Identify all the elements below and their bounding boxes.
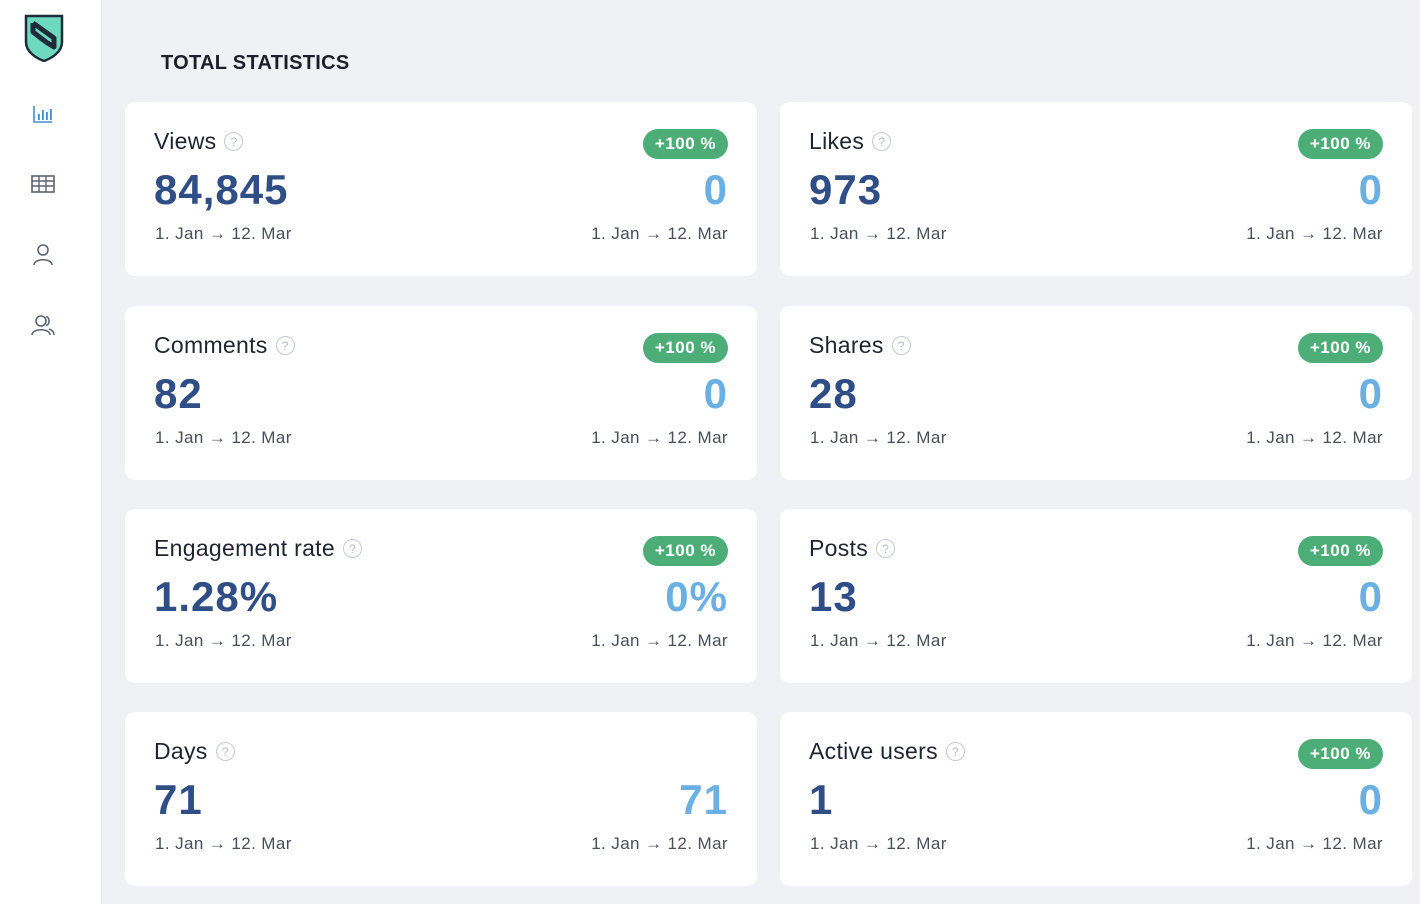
help-icon[interactable]: ? — [945, 742, 965, 761]
date-range: 1. Jan → 12. Mar — [155, 428, 292, 447]
shield-logo[interactable] — [24, 14, 64, 63]
stat-label: Days — [154, 738, 208, 764]
help-icon[interactable]: ? — [224, 132, 244, 151]
stat-value: 1.28% — [154, 573, 279, 620]
stat-label-row: Likes? — [809, 128, 892, 155]
date-range: 1. Jan → 12. Mar — [155, 834, 292, 853]
stat-compare-value: 0 — [1358, 573, 1383, 620]
stat-value: 28 — [809, 370, 858, 417]
help-icon[interactable]: ? — [215, 742, 235, 761]
stat-label: Views — [154, 128, 217, 154]
stat-label-row: Views? — [154, 128, 244, 155]
date-range: 1. Jan → 12. Mar — [810, 224, 947, 243]
sidebar-item-users[interactable] — [29, 311, 57, 339]
date-range: 1. Jan → 12. Mar — [155, 631, 292, 650]
date-range: 1. Jan → 12. Mar — [810, 834, 947, 853]
compare-date-range: 1. Jan → 12. Mar — [591, 834, 728, 853]
stat-card: Days? 71 71 1. Jan → 12. Mar 1. Jan → 12. Ma… — [125, 712, 757, 886]
stat-compare-value: 0 — [1358, 776, 1383, 823]
stat-label: Shares — [809, 332, 884, 358]
compare-date-range: 1. Jan → 12. Mar — [591, 631, 728, 650]
stat-compare-value: 0 — [1358, 166, 1383, 213]
stat-label: Active users — [809, 738, 938, 764]
compare-date-range: 1. Jan → 12. Mar — [1246, 224, 1383, 243]
stat-card: Likes? +100 % 973 0 1. Jan → 12. Mar 1. Jan →… — [780, 102, 1412, 276]
change-badge: +100 % — [642, 333, 728, 363]
stat-card: Shares? +100 % 28 0 1. Jan → 12. Mar 1. Jan →… — [780, 306, 1412, 480]
date-range: 1. Jan → 12. Mar — [155, 224, 292, 243]
sidebar-item-statistics[interactable] — [29, 100, 57, 128]
stat-compare-value: 0 — [703, 370, 728, 417]
stat-value: 71 — [154, 776, 203, 823]
table-icon — [31, 175, 55, 193]
help-icon[interactable]: ? — [342, 539, 362, 558]
stat-compare-value: 0 — [1358, 370, 1383, 417]
stat-label: Comments — [154, 332, 268, 358]
stat-label-row: Comments? — [154, 332, 295, 359]
stat-card: Active users? +100 % 1 0 1. Jan → 12. Mar 1. … — [780, 712, 1412, 886]
compare-date-range: 1. Jan → 12. Mar — [1246, 428, 1383, 447]
stat-value: 13 — [809, 573, 858, 620]
stat-label-row: Engagement rate? — [154, 535, 362, 562]
chart-icon — [33, 106, 52, 123]
change-badge: +100 % — [1297, 333, 1383, 363]
compare-date-range: 1. Jan → 12. Mar — [591, 224, 728, 243]
stat-compare-value: 0 — [703, 166, 728, 213]
stat-label: Engagement rate — [154, 535, 335, 561]
compare-date-range: 1. Jan → 12. Mar — [1246, 631, 1383, 650]
sidebar — [0, 0, 102, 904]
stat-label-row: Days? — [154, 738, 235, 765]
change-badge: +100 % — [1297, 129, 1383, 159]
stat-value: 82 — [154, 370, 203, 417]
compare-date-range: 1. Jan → 12. Mar — [1246, 834, 1383, 853]
help-icon[interactable]: ? — [891, 336, 911, 355]
stat-label-row: Posts? — [809, 535, 896, 562]
page-title: TOTAL STATISTICS — [161, 52, 350, 74]
stat-value: 84,845 — [154, 166, 289, 213]
stat-label: Posts — [809, 535, 869, 561]
stat-value: 1 — [809, 776, 834, 823]
help-icon[interactable]: ? — [872, 132, 892, 151]
stat-label-row: Shares? — [809, 332, 911, 359]
change-badge: +100 % — [642, 129, 728, 159]
change-badge: +100 % — [642, 536, 728, 566]
users-icon — [31, 315, 55, 336]
main-content: TOTAL STATISTICS Views? +100 % 84,845 0 1. J… — [102, 0, 1420, 904]
help-icon[interactable]: ? — [275, 336, 295, 355]
stat-card: Comments? +100 % 82 0 1. Jan → 12. Mar 1. Jan… — [125, 306, 757, 480]
date-range: 1. Jan → 12. Mar — [810, 428, 947, 447]
sidebar-item-user[interactable] — [29, 241, 57, 269]
stat-card: Views? +100 % 84,845 0 1. Jan → 12. Mar 1. Ja… — [125, 102, 757, 276]
help-icon[interactable]: ? — [876, 539, 896, 558]
stat-compare-value: 0% — [665, 573, 728, 620]
stat-card: Engagement rate? +100 % 1.28% 0% 1. Jan → 12… — [125, 509, 757, 683]
change-badge: +100 % — [1297, 536, 1383, 566]
user-icon — [33, 244, 53, 266]
date-range: 1. Jan → 12. Mar — [810, 631, 947, 650]
stat-value: 973 — [809, 166, 883, 213]
change-badge: +100 % — [1297, 739, 1383, 769]
compare-date-range: 1. Jan → 12. Mar — [591, 428, 728, 447]
sidebar-item-table[interactable] — [29, 170, 57, 198]
stat-card: Posts? +100 % 13 0 1. Jan → 12. Mar 1. Jan → … — [780, 509, 1412, 683]
stat-label: Likes — [809, 128, 865, 154]
stat-compare-value: 71 — [679, 776, 728, 823]
stat-label-row: Active users? — [809, 738, 965, 765]
